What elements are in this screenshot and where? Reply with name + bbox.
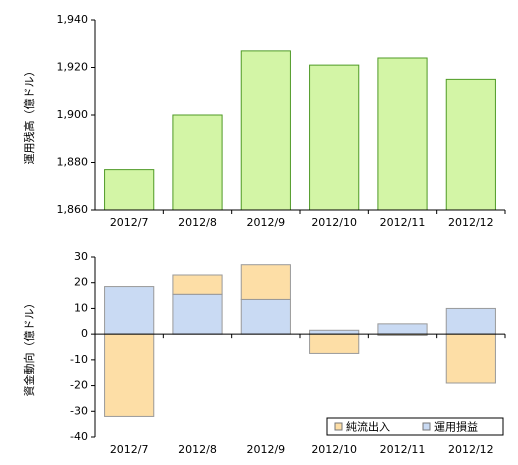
bar-segment [445, 307, 496, 335]
bar-segment [172, 274, 223, 295]
y-tick-label: 1,940 [57, 13, 89, 26]
y-axis-label: 資金動向（億ドル） [22, 298, 36, 397]
bar-segment [240, 264, 291, 300]
bar-segment [445, 333, 496, 384]
y-tick-label: 30 [74, 250, 88, 263]
y-tick-label: 10 [74, 301, 88, 314]
legend-swatch [334, 422, 343, 431]
legend-label: 純流出入 [346, 420, 390, 434]
y-tick-label: 1,920 [57, 61, 89, 74]
legend-swatch [422, 422, 431, 431]
bar-segment [104, 333, 155, 417]
x-tick-label: 2012/10 [311, 443, 357, 456]
x-tick-label: 2012/12 [448, 443, 494, 456]
legend-label: 運用損益 [434, 420, 478, 434]
bar-segment [172, 293, 223, 335]
bar-segment [104, 286, 155, 335]
y-tick-label: 1,860 [57, 203, 89, 216]
bar [377, 57, 428, 211]
bar-segment [309, 333, 360, 354]
x-tick-label: 2012/11 [380, 216, 426, 229]
bar [445, 78, 496, 211]
bar [104, 169, 155, 211]
y-tick-label: -20 [70, 379, 88, 392]
bar-segment [240, 298, 291, 335]
y-tick-label: 0 [81, 327, 88, 340]
y-tick-label: 1,900 [57, 108, 89, 121]
bar [172, 114, 223, 211]
bar-segment [377, 323, 428, 335]
x-tick-label: 2012/8 [178, 443, 217, 456]
x-tick-label: 2012/9 [246, 216, 285, 229]
x-tick-label: 2012/12 [448, 216, 494, 229]
y-tick-label: -40 [70, 430, 88, 443]
x-tick-label: 2012/10 [311, 216, 357, 229]
y-tick-label: 20 [74, 276, 88, 289]
legend-box [326, 417, 504, 436]
x-tick-label: 2012/9 [246, 443, 285, 456]
bar [240, 50, 291, 211]
y-tick-label: -10 [70, 353, 88, 366]
y-axis-label: 運用残高（億ドル） [22, 66, 36, 165]
x-tick-label: 2012/8 [178, 216, 217, 229]
x-tick-label: 2012/11 [380, 443, 426, 456]
y-tick-label: 1,880 [57, 156, 89, 169]
bar [309, 64, 360, 211]
x-tick-label: 2012/7 [110, 443, 149, 456]
y-tick-label: -30 [70, 404, 88, 417]
x-tick-label: 2012/7 [110, 216, 149, 229]
bar-segment [309, 329, 360, 335]
